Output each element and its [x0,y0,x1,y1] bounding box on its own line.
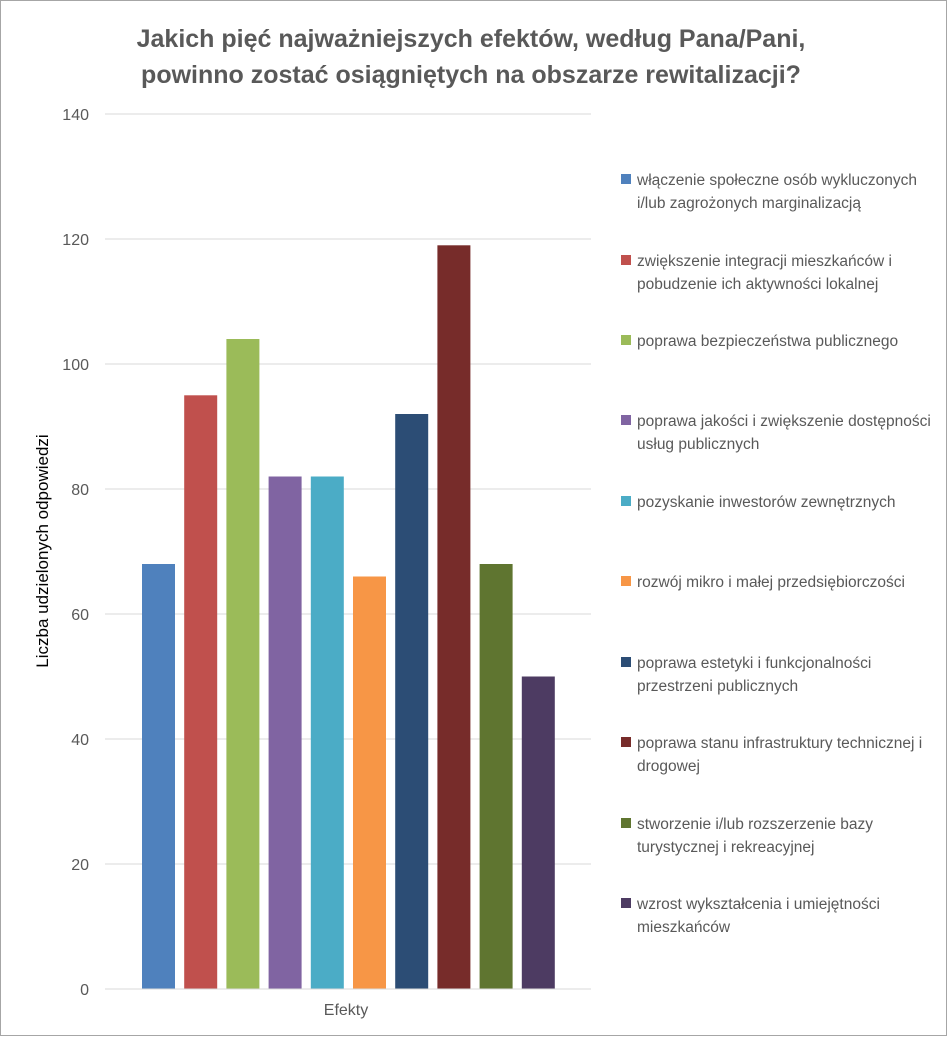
legend-label: poprawa estetyki i funkcjonalności przes… [637,655,872,695]
x-axis-label: Efekty [323,1002,369,1019]
y-tick-label: 40 [71,732,89,749]
y-tick-label: 60 [71,607,89,624]
chart-title-line-2: powinno zostać osiągniętych na obszarze … [141,61,801,89]
bar-5 [310,476,344,989]
legend-swatch [621,737,631,747]
bar-7 [395,414,429,989]
legend-label: wzrost wykształcenia i umiejętności mies… [637,896,880,936]
legend-item-4: poprawa jakości i zwiększenie dostępnośc… [621,410,931,456]
legend-item-5: pozyskanie inwestorów zewnętrznych [621,491,931,514]
legend-item-6: rozwój mikro i małej przedsiębiorczości [621,571,931,594]
legend-swatch [621,496,631,506]
legend-item-8: poprawa stanu infrastruktury technicznej… [621,732,931,778]
legend-item-3: poprawa bezpieczeństwa publicznego [621,330,931,353]
legend-label: poprawa stanu infrastruktury technicznej… [637,735,923,775]
y-tick-label: 80 [71,482,89,499]
legend-swatch [621,898,631,908]
bar-4 [268,476,302,989]
bar-1 [142,564,175,989]
legend-swatch [621,576,631,586]
legend-swatch [621,415,631,425]
legend-label: stworzenie i/lub rozszerzenie bazy turys… [637,816,874,856]
legend-item-2: zwiększenie integracji mieszkańców i pob… [621,250,931,296]
legend-swatch [621,255,631,265]
legend-swatch [621,657,631,667]
bar-10 [521,676,555,989]
gridlines [105,113,591,865]
legend-item-10: wzrost wykształcenia i umiejętności mies… [621,893,931,939]
legend-label: włączenie społeczne osób wykluczonych i/… [637,172,918,212]
legend-swatch [621,818,631,828]
bar-8 [437,245,471,990]
chart-title-line-1: Jakich pięć najważniejszych efektów, wed… [136,25,806,53]
legend-label: zwiększenie integracji mieszkańców i pob… [637,253,892,293]
legend-item-1: włączenie społeczne osób wykluczonych i/… [621,169,931,215]
bar-3 [226,339,260,989]
y-axis-label: Liczba udzielonych odpowiedzi [33,434,52,668]
y-tick-label: 20 [71,857,89,874]
legend-label: poprawa jakości i zwiększenie dostępnośc… [637,413,931,453]
bar-9 [479,564,513,989]
legend-swatch [621,335,631,345]
bar-2 [184,395,218,990]
y-tick-label: 100 [62,357,89,374]
chart-title: Jakich pięć najważniejszych efektów, wed… [41,21,901,93]
legend-label: rozwój mikro i małej przedsiębiorczości [637,574,905,591]
bars [142,245,555,990]
legend-item-9: stworzenie i/lub rozszerzenie bazy turys… [621,813,931,859]
y-tick-label: 0 [80,982,89,999]
bar-6 [353,576,386,989]
y-tick-label: 140 [62,107,89,124]
y-axis-ticks: 0 20 40 60 80 100 120 140 [62,107,89,999]
y-tick-label: 120 [62,232,89,249]
legend-label: pozyskanie inwestorów zewnętrznych [637,494,896,511]
legend-item-7: poprawa estetyki i funkcjonalności przes… [621,652,931,698]
legend-label: poprawa bezpieczeństwa publicznego [637,333,899,350]
legend-swatch [621,174,631,184]
